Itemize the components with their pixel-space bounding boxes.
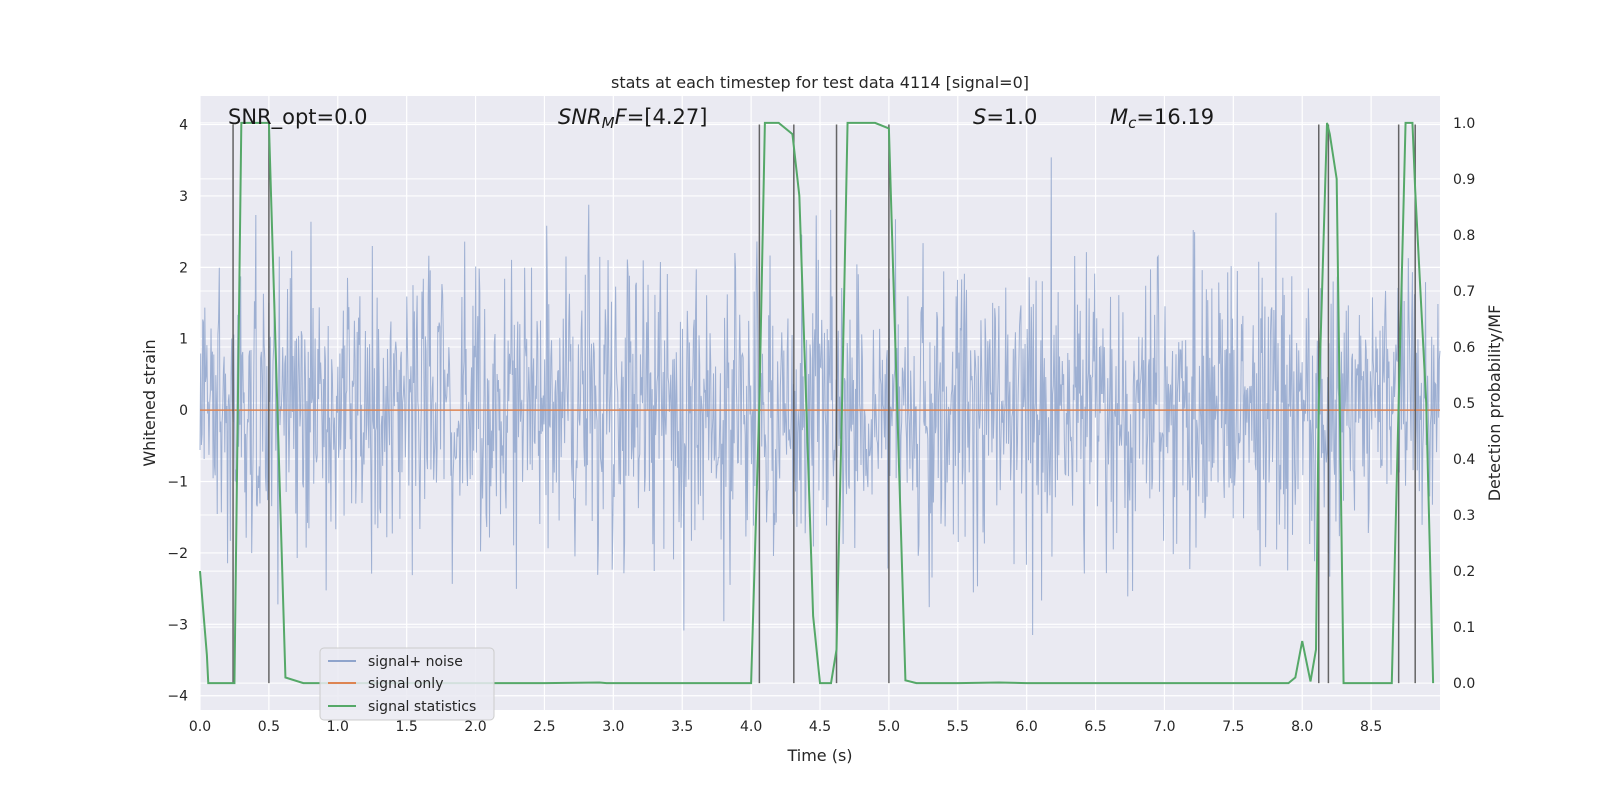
x-tick-label: 1.0 (327, 719, 349, 735)
x-tick-label: 6.0 (1016, 719, 1038, 735)
annotation-snr-mf-f: F (615, 105, 628, 129)
y2-tick-label: 0.9 (1453, 172, 1475, 188)
y-tick-label: −3 (167, 617, 188, 633)
chart-title: stats at each timestep for test data 411… (611, 73, 1029, 92)
x-tick-label: 8.0 (1291, 719, 1313, 735)
x-axis-label: Time (s) (786, 746, 852, 765)
x-tick-label: 0.0 (189, 719, 211, 735)
annotation-s: S=1.0 (973, 105, 1037, 129)
x-tick-label: 0.5 (258, 719, 280, 735)
x-tick-label: 2.0 (464, 719, 486, 735)
annotation-mc-sub: c (1128, 114, 1137, 132)
y-tick-label: 2 (179, 260, 188, 276)
y2-tick-label: 1.0 (1453, 116, 1475, 132)
y-tick-label: 4 (179, 118, 188, 134)
legend-box (319, 647, 495, 721)
y2-tick-label: 0.1 (1453, 620, 1475, 636)
y-tick-labels: 4 3 2 1 0 −1 −2 −3 −4 (167, 118, 188, 705)
y2-tick-label: 0.6 (1453, 340, 1475, 356)
y2-tick-label: 0.0 (1453, 676, 1475, 692)
annotation-s-symbol: S (973, 105, 986, 129)
y-tick-label: 1 (179, 332, 188, 348)
y-tick-label: −1 (167, 475, 188, 491)
x-tick-label: 7.0 (1153, 719, 1175, 735)
x-tick-label: 5.0 (878, 719, 900, 735)
y-tick-label: 3 (179, 189, 188, 205)
y2-axis-label: Detection probability/MF (1485, 305, 1504, 502)
y-axis-label: Whitened strain (140, 339, 159, 466)
y2-tick-label: 0.8 (1453, 228, 1475, 244)
y-tick-label: 0 (179, 403, 188, 419)
legend: signal+ noise signal only signal statist… (319, 647, 495, 721)
y-tick-label: −2 (167, 546, 188, 562)
y2-tick-label: 0.2 (1453, 564, 1475, 580)
x-tick-label: 4.5 (809, 719, 831, 735)
y2-tick-labels: 1.0 0.9 0.8 0.7 0.6 0.5 0.4 0.3 0.2 0.1 0.0 (1453, 116, 1475, 692)
annotation-mc: Mc=16.19 (1110, 105, 1214, 132)
x-tick-labels: 0.0 0.5 1.0 1.5 2.0 2.5 3.0 3.5 4.0 4.5 5.0 5.5 6.0 6… (189, 719, 1382, 735)
annotation-snr-opt: SNR_opt=0.0 (228, 105, 368, 130)
x-tick-label: 3.5 (671, 719, 693, 735)
y2-tick-label: 0.3 (1453, 508, 1475, 524)
annotation-mc-value: =16.19 (1136, 105, 1214, 129)
annotation-snr-mf-sub: M (602, 114, 615, 132)
x-tick-label: 7.5 (1222, 719, 1244, 735)
y2-tick-label: 0.4 (1453, 452, 1475, 468)
x-tick-label: 5.5 (947, 719, 969, 735)
x-tick-label: 6.5 (1084, 719, 1106, 735)
y-tick-label: −4 (167, 689, 188, 705)
y2-tick-label: 0.5 (1453, 396, 1475, 412)
annotation-snr-mf-symbol: SNR (558, 105, 602, 129)
series-signal-noise (199, 157, 1441, 635)
x-tick-label: 8.5 (1360, 719, 1382, 735)
annotation-s-value: =1.0 (986, 105, 1037, 129)
annotation-snr-mf: SNRMF=[4.27] (558, 105, 707, 132)
noise-trace (199, 157, 1441, 635)
annotation-mc-symbol: M (1110, 105, 1128, 129)
legend-label-signal-only: signal only (368, 676, 443, 692)
x-tick-label: 3.0 (602, 719, 624, 735)
legend-label-signal-statistics: signal statistics (368, 699, 476, 715)
y2-tick-label: 0.7 (1453, 284, 1475, 300)
annotation-snr-mf-value: =[4.27] (627, 105, 708, 129)
x-tick-label: 4.0 (740, 719, 762, 735)
x-tick-label: 2.5 (533, 719, 555, 735)
x-tick-label: 1.5 (396, 719, 418, 735)
legend-label-signal-noise: signal+ noise (368, 654, 463, 670)
